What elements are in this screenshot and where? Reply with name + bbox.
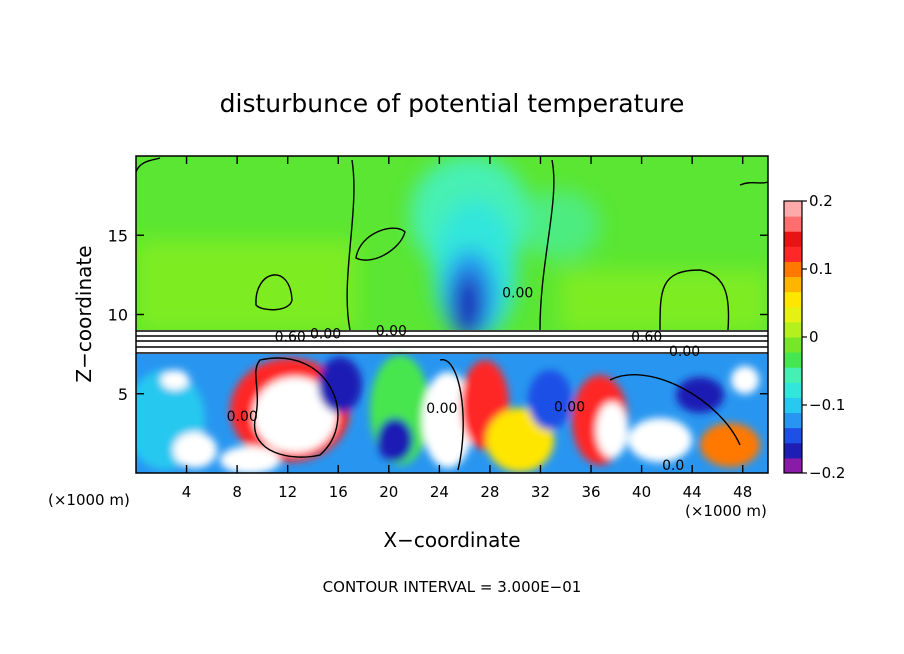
colorbar-swatch: [784, 276, 802, 293]
colorbar-swatch: [784, 412, 802, 429]
colorbar-swatch: [784, 397, 802, 414]
x-axis-label: X−coordinate: [383, 528, 520, 552]
colorbar: 0.2 0.1 0 −0.1 −0.2: [783, 192, 845, 482]
contour-label: 0.60: [275, 330, 306, 346]
contour-label: 0.60: [631, 330, 662, 346]
colorbar-swatch: [784, 382, 802, 398]
colorbar-swatch: [784, 457, 802, 474]
contour-label: 0.00: [669, 344, 700, 360]
contour-label: 0.00: [310, 327, 341, 343]
contour-labels: 0.60 0.00 0.000.000.600.000.00 0.00 0.000.0: [227, 285, 701, 474]
colorbar-swatch: [784, 291, 802, 308]
x-tick-label: 24: [430, 483, 449, 501]
chart-title: disturbunce of potential temperature: [220, 89, 685, 118]
x-tick-label: 32: [531, 483, 550, 501]
x-tick-label: 8: [232, 483, 242, 501]
colorbar-swatch: [784, 352, 802, 368]
x-tick-label: 4: [182, 483, 192, 501]
colorbar-swatch: [784, 306, 802, 323]
colorbar-tick-label: 0: [809, 328, 819, 346]
contour-label: 0.00: [502, 285, 533, 301]
colorbar-swatch: [784, 321, 802, 338]
colorbar-tick-label: −0.2: [809, 464, 845, 482]
contour-lines: [136, 157, 768, 471]
contour-interval-note: CONTOUR INTERVAL = 3.000E−01: [323, 578, 582, 596]
x-tick-label: 28: [480, 483, 499, 501]
contour-label: 0.00: [554, 399, 585, 415]
colorbar-swatch: [784, 427, 802, 444]
x-axis-ticks: 4 8 12 16 20 24 28 32 36 40 44 48: [182, 156, 752, 501]
colorbar-swatch: [784, 216, 802, 232]
colorbar-tick-label: 0.1: [809, 260, 833, 278]
x-tick-label: 44: [683, 483, 702, 501]
colorbar-tick-label: 0.2: [809, 192, 833, 210]
y-tick-label: 15: [108, 226, 128, 245]
contour-label: 0.00: [227, 409, 258, 425]
contour-label: 0.00: [426, 401, 457, 417]
x-tick-label: 36: [581, 483, 600, 501]
x-tick-label: 40: [632, 483, 651, 501]
x-tick-label: 20: [379, 483, 398, 501]
contour-label: 0.0: [662, 458, 684, 474]
colorbar-swatch: [784, 367, 802, 383]
colorbar-swatch: [784, 261, 802, 278]
y-axis-ticks: 5 10 15: [108, 226, 768, 404]
colorbar-swatch: [784, 442, 802, 459]
colorbar-tick-label: −0.1: [809, 396, 845, 414]
x-tick-label: 12: [278, 483, 297, 501]
x-tick-label: 48: [733, 483, 752, 501]
y-tick-label: 10: [108, 306, 128, 325]
y-tick-label: 5: [118, 385, 128, 404]
x-unit-right: (×1000 m): [685, 502, 767, 520]
colorbar-swatch: [784, 246, 802, 262]
colorbar-swatch: [784, 201, 802, 217]
x-unit-left: (×1000 m): [48, 491, 130, 509]
heatmap-field: [136, 156, 768, 473]
y-axis-label: Z−coordinate: [72, 245, 96, 382]
contour-label: 0.00: [376, 323, 407, 339]
colorbar-swatch: [784, 231, 802, 247]
x-tick-label: 16: [329, 483, 348, 501]
colorbar-swatch: [784, 337, 802, 353]
